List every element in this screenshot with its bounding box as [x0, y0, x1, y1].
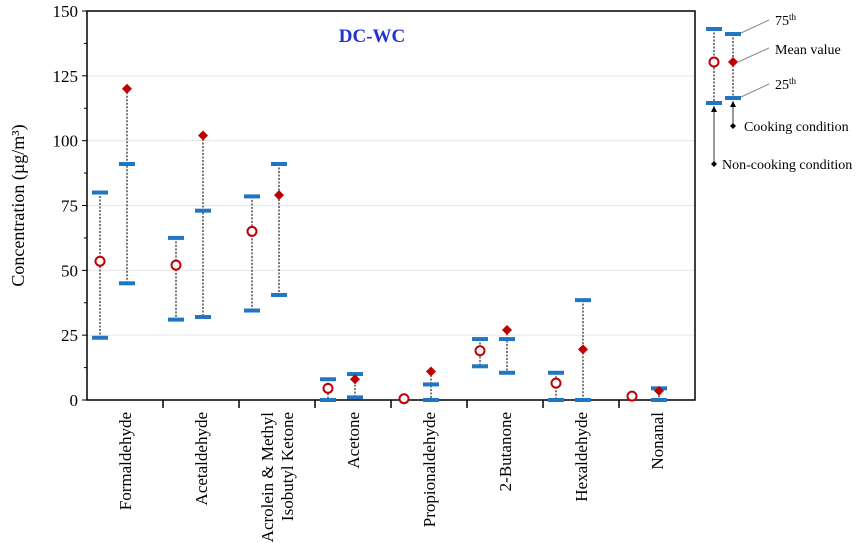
mean-marker-cooking [122, 83, 132, 94]
y-tick-label: 150 [53, 2, 79, 21]
p75-bar [244, 194, 260, 199]
p75-bar [168, 235, 184, 240]
x-tick-label-line: Acetone [344, 412, 363, 469]
legend-p75-label: 75th [775, 12, 797, 29]
mean-marker-noncooking [626, 390, 638, 402]
p75-bar [575, 298, 591, 303]
y-axis-label: Concentration (µg/m³) [8, 124, 29, 286]
legend-percentile-bar [706, 101, 722, 105]
mean-marker-cooking [654, 385, 664, 396]
p25-bar [119, 281, 135, 286]
p75-bar [423, 382, 439, 387]
mean-marker-noncooking [322, 382, 334, 394]
x-tick-label: Acrolein & MethylIsobutyl Ketone [258, 412, 297, 543]
p25-bar [499, 370, 515, 375]
x-tick-label-line: Acetaldehyde [192, 412, 211, 505]
p25-bar [271, 292, 287, 297]
x-tick-label: Formaldehyde [116, 412, 135, 510]
legend-mean-label: Mean value [775, 43, 841, 58]
x-tick-label-line: Formaldehyde [116, 412, 135, 510]
y-tick-label: 25 [61, 326, 78, 345]
p25-bar [92, 335, 108, 340]
x-tick-label: Propionaldehyde [420, 412, 439, 527]
legend-percentile-bar [725, 32, 741, 36]
y-tick-label: 50 [61, 261, 78, 280]
p25-bar [320, 398, 336, 402]
mean-marker-cooking [578, 344, 588, 355]
mean-marker-noncooking [94, 255, 106, 267]
legend-arrowhead [730, 101, 736, 107]
legend-percentile-bar [725, 96, 741, 100]
mean-marker-noncooking [170, 259, 182, 271]
p25-bar [575, 398, 591, 402]
mean-marker-cooking [350, 374, 360, 385]
y-tick-label: 100 [53, 132, 79, 151]
x-tick-label-line: Nonanal [648, 412, 667, 470]
p75-bar [499, 337, 515, 342]
chart-title: DC-WC [339, 26, 406, 47]
legend-mean-circle [708, 56, 720, 68]
legend-noncooking-label: Non-cooking condition [722, 158, 852, 173]
x-tick-label-line: 2-Butanone [496, 412, 515, 491]
legend-p25-label: 25th [775, 76, 797, 93]
mean-marker-cooking [426, 366, 436, 377]
legend-cooking-label: Cooking condition [744, 120, 849, 135]
y-tick-label: 75 [61, 197, 78, 216]
legend-arrowhead [711, 106, 717, 112]
x-tick-label: Hexaldehyde [572, 412, 591, 502]
x-tick-label: Acetaldehyde [192, 412, 211, 505]
p75-bar [347, 372, 363, 377]
mean-marker-cooking [198, 130, 208, 141]
p25-bar [548, 398, 564, 402]
x-tick-label: Nonanal [648, 412, 667, 470]
p75-bar [472, 337, 488, 342]
x-tick-label-line: Acrolein & Methyl [258, 412, 277, 543]
legend-leader [740, 83, 770, 98]
p75-bar [271, 162, 287, 167]
legend-percentile-bar [706, 27, 722, 31]
legend-mean-diamond [728, 57, 738, 67]
mean-marker-noncooking [474, 345, 486, 357]
p75-bar [92, 190, 108, 195]
mean-marker-noncooking [398, 393, 410, 405]
p25-bar [651, 398, 667, 402]
sup: th [789, 12, 797, 22]
sup: th [789, 76, 797, 86]
p25-bar [168, 317, 184, 322]
x-tick-label-line: Hexaldehyde [572, 412, 591, 502]
p25-bar [195, 315, 211, 320]
p25-bar [347, 395, 363, 400]
y-tick-label: 125 [53, 67, 79, 86]
legend-leader [737, 47, 770, 63]
x-tick-label-line: Propionaldehyde [420, 412, 439, 527]
mean-marker-noncooking [246, 225, 258, 237]
p75-bar [320, 377, 336, 382]
mean-marker-cooking [502, 324, 512, 335]
p75-bar [119, 162, 135, 167]
mean-marker-noncooking [550, 377, 562, 389]
legend-bullet [711, 161, 717, 167]
legend-leader [740, 19, 770, 34]
p25-bar [472, 364, 488, 369]
p25-bar [423, 398, 439, 402]
p25-bar [244, 308, 260, 313]
y-tick-label: 0 [70, 391, 79, 410]
x-tick-label: 2-Butanone [496, 412, 515, 491]
p75-bar [195, 208, 211, 213]
x-tick-label-line: Isobutyl Ketone [278, 412, 297, 521]
x-tick-label: Acetone [344, 412, 363, 469]
mean-marker-cooking [274, 190, 284, 201]
p75-bar [548, 370, 564, 375]
legend-bullet [730, 123, 736, 129]
